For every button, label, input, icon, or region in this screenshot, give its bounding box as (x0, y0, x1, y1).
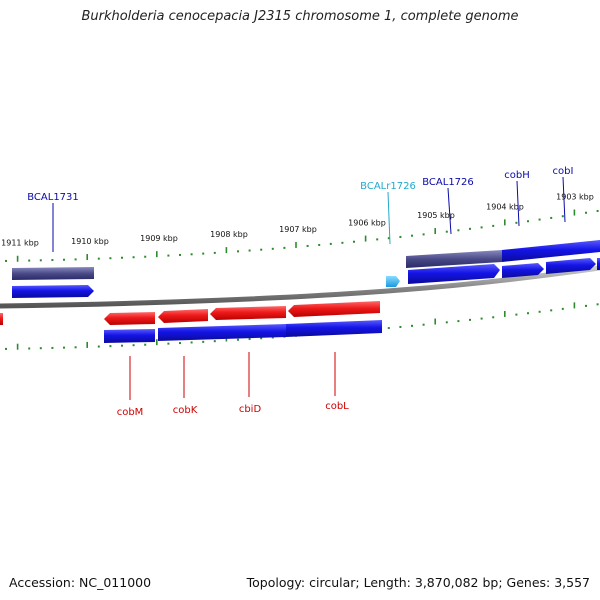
kbp-label: 1909 kbp (140, 234, 178, 243)
rna-BCALr1726[interactable] (386, 276, 400, 287)
kbp-scale-labels: 1911 kbp 1910 kbp 1909 kbp 1908 kbp 1907 kbp… (1, 192, 594, 247)
label-cobM[interactable]: cobM (117, 407, 144, 418)
gene-partial-left (0, 313, 3, 325)
kbp-label: 1904 kbp (486, 202, 524, 211)
label-cbiD[interactable]: cbiD (239, 404, 262, 415)
gene-cobM[interactable] (104, 312, 155, 325)
gene-cobI[interactable] (546, 258, 596, 274)
reverse-track-block-1 (104, 329, 155, 343)
kbp-label: 1911 kbp (1, 239, 39, 248)
label-BCALr1726[interactable]: BCALr1726 (360, 181, 416, 192)
kbp-label: 1910 kbp (71, 237, 109, 246)
kbp-label: 1905 kbp (417, 211, 455, 220)
gene-partial-right (597, 258, 600, 270)
scale-ticks-outer (5, 209, 599, 262)
label-leaders (52, 176, 566, 400)
kbp-label: 1906 kbp (348, 218, 386, 227)
pseudo-track-right (406, 250, 502, 268)
genome-summary-label: Topology: circular; Length: 3,870,082 bp… (246, 575, 590, 590)
kbp-label: 1903 kbp (556, 192, 594, 201)
gene-cobL[interactable] (288, 301, 380, 317)
kbp-label: 1908 kbp (210, 230, 248, 239)
gene-cobK[interactable] (158, 309, 208, 323)
label-BCAL1731[interactable]: BCAL1731 (27, 192, 79, 203)
forward-track-right (502, 240, 600, 262)
gene-cbiD[interactable] (210, 306, 286, 320)
gene-cobH[interactable] (502, 263, 544, 278)
accession-label: Accession: NC_011000 (9, 575, 152, 590)
reverse-track-block-2 (158, 324, 286, 341)
label-cobI[interactable]: cobI (553, 166, 574, 177)
map-title: Burkholderia cenocepacia J2315 chromosom… (81, 9, 519, 24)
label-cobH[interactable]: cobH (504, 170, 529, 181)
label-BCAL1726[interactable]: BCAL1726 (422, 177, 474, 188)
label-cobK[interactable]: cobK (173, 405, 198, 416)
gene-BCAL1731[interactable] (12, 285, 94, 298)
label-cobL[interactable]: cobL (325, 401, 349, 412)
kbp-label: 1907 kbp (279, 225, 317, 234)
pseudo-track-left (12, 267, 94, 280)
genome-backbone (0, 265, 600, 309)
reverse-track-block-3 (286, 320, 382, 337)
gene-BCAL1726[interactable] (408, 264, 500, 284)
